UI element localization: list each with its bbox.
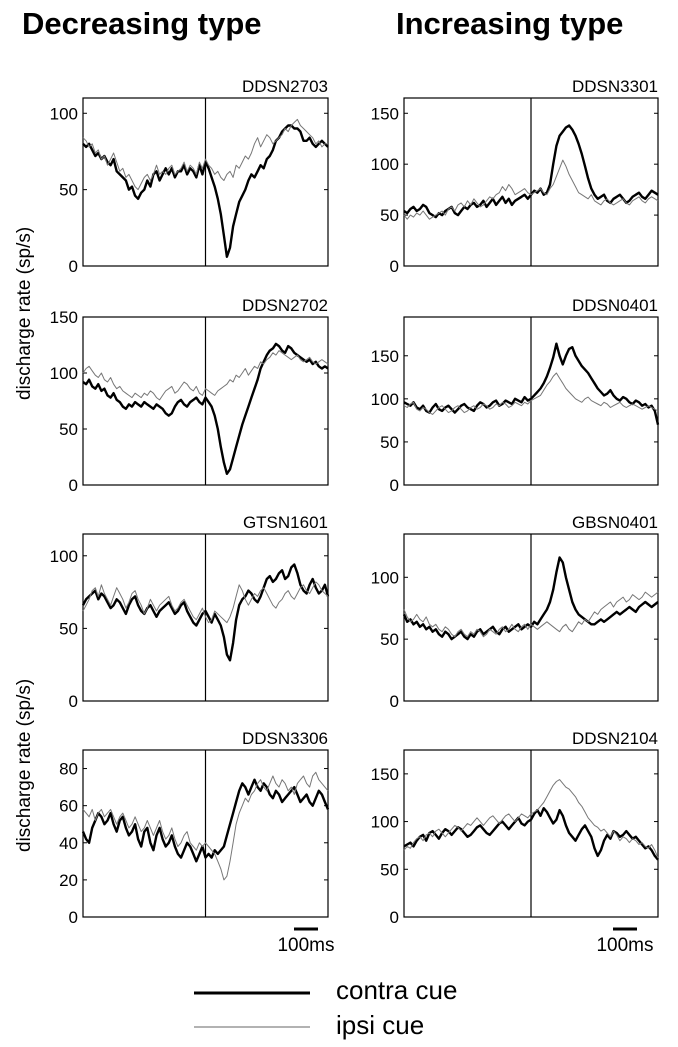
- series-contra-line: [402, 556, 659, 641]
- column-title-decreasing: Decreasing type: [22, 6, 262, 41]
- y-tick-label: 0: [69, 257, 78, 276]
- series-ipsi-line: [82, 118, 328, 191]
- panel-title: DDSN2703: [242, 77, 328, 96]
- y-tick-label: 100: [50, 364, 78, 383]
- y-tick-label: 50: [380, 206, 399, 225]
- y-tick-label: 0: [69, 476, 78, 495]
- y-tick-label: 100: [371, 155, 399, 174]
- panel-0: 0 50 100 DDSN2703: [50, 77, 329, 276]
- y-tick-label: 150: [371, 765, 399, 784]
- panel-5: 0 50 100 GBSN0401: [371, 513, 659, 711]
- panel-title: DDSN3301: [572, 77, 658, 96]
- y-tick-label: 100: [50, 104, 78, 123]
- column-title-increasing: Increasing type: [396, 6, 624, 41]
- y-tick-label: 0: [390, 257, 399, 276]
- panel-title: DDSN0401: [572, 296, 658, 315]
- y-tick-label: 40: [59, 834, 78, 853]
- series-contra-line: [82, 342, 329, 475]
- y-tick-label: 100: [371, 813, 399, 832]
- series-ipsi-line: [403, 372, 659, 415]
- y-tick-label: 50: [380, 630, 399, 649]
- series-contra-line: [81, 778, 330, 863]
- y-tick-label: 50: [380, 433, 399, 452]
- panel-6: 0 20 40 60 80 DDSN3306: [59, 729, 330, 927]
- series-contra-line: [403, 807, 659, 861]
- y-tick-label: 0: [390, 908, 399, 927]
- y-tick-label: 50: [380, 860, 399, 879]
- y-tick-label: 0: [69, 908, 78, 927]
- series-contra-line: [403, 342, 660, 425]
- y-tick-label: 100: [50, 547, 78, 566]
- y-tick-label: 20: [59, 871, 78, 890]
- panel-3: 0 50 100 150 DDSN0401: [371, 296, 660, 495]
- series-ipsi-line: [82, 350, 329, 401]
- series-ipsi-line: [403, 159, 659, 220]
- panel-title: DDSN3306: [242, 729, 328, 748]
- legend-ipsi-swatch: [194, 1026, 310, 1028]
- series-ipsi-line: [82, 581, 329, 624]
- y-tick-label: 150: [50, 308, 78, 327]
- scale-bar-label: 100ms: [277, 935, 334, 956]
- y-tick-label: 0: [390, 476, 399, 495]
- panel-1: 0 50 100 150 DDSN3301: [371, 77, 659, 276]
- panel-title: DDSN2702: [242, 296, 328, 315]
- legend-ipsi-label: ipsi cue: [336, 1010, 425, 1040]
- panel-title: GBSN0401: [572, 513, 658, 532]
- y-tick-label: 80: [59, 760, 78, 779]
- y-tick-label: 50: [59, 619, 78, 638]
- y-tick-label: 50: [59, 420, 78, 439]
- y-tick-label: 100: [371, 390, 399, 409]
- panel-title: GTSN1601: [243, 513, 328, 532]
- y-tick-label: 100: [371, 568, 399, 587]
- panel-2: 0 50 100 150 DDSN2702: [50, 296, 329, 495]
- legend-contra-swatch: [194, 991, 310, 995]
- y-tick-label: 0: [390, 692, 399, 711]
- series-ipsi-line: [82, 771, 329, 881]
- panel-4: 0 50 100 GTSN1601: [50, 513, 330, 711]
- series-contra-line: [82, 124, 329, 258]
- y-tick-label: 0: [69, 692, 78, 711]
- series-ipsi-line: [403, 591, 659, 638]
- panel-title: DDSN2104: [572, 729, 658, 748]
- legend-contra-label: contra cue: [336, 975, 458, 1005]
- y-tick-label: 60: [59, 797, 78, 816]
- panel-7: 0 50 100 150 DDSN2104: [371, 729, 659, 927]
- series-contra-line: [81, 563, 330, 662]
- y-tick-label: 150: [371, 347, 399, 366]
- scale-bar-label: 100ms: [596, 935, 653, 956]
- y-tick-label: 50: [59, 181, 78, 200]
- y-tick-label: 150: [371, 104, 399, 123]
- series-ipsi-line: [403, 779, 659, 858]
